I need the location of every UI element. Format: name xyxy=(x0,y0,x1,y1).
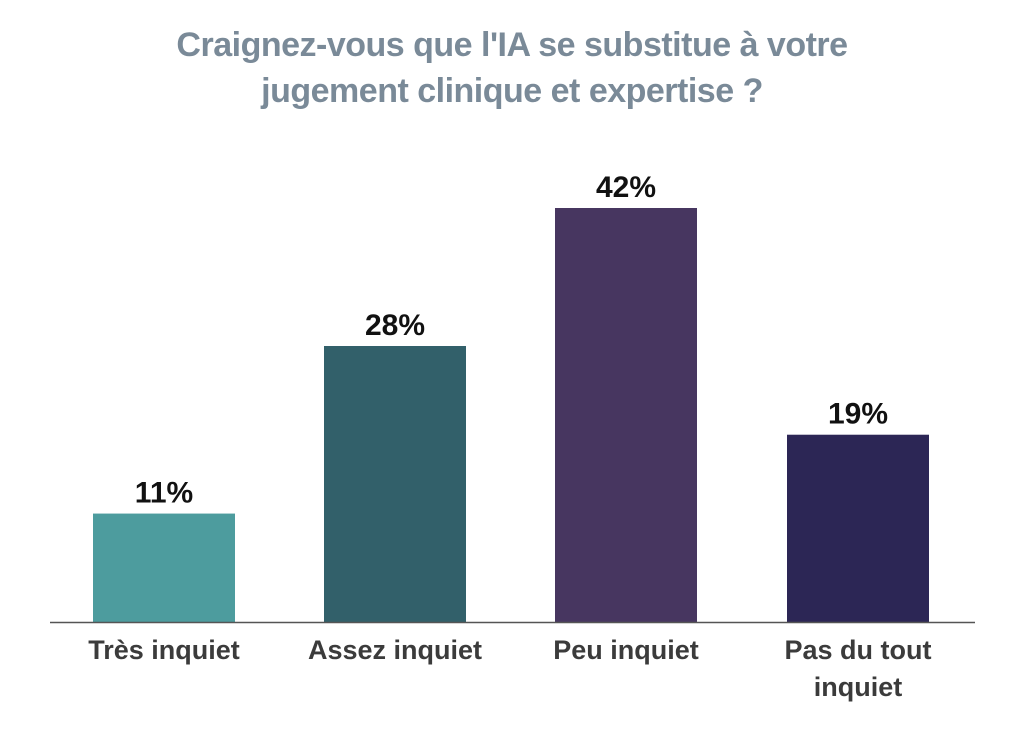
bar-2 xyxy=(324,346,466,622)
chart-title: Craignez-vous que l'IA se substitue à vo… xyxy=(0,22,1024,114)
value-label-2: 28% xyxy=(365,309,425,342)
category-label-2-line-1: Assez inquiet xyxy=(308,635,482,665)
value-label-3: 42% xyxy=(596,171,656,204)
category-label-3: Peu inquiet xyxy=(553,635,699,665)
category-label-2: Assez inquiet xyxy=(308,635,482,665)
category-label-4-line-1: Pas du tout xyxy=(785,635,932,665)
category-label-4: Pas du tout inquiet xyxy=(785,635,932,702)
category-label-3-line-1: Peu inquiet xyxy=(553,635,699,665)
value-label-1: 11% xyxy=(135,477,193,510)
category-label-4-line-2: inquiet xyxy=(814,672,903,702)
bar-4 xyxy=(787,434,929,622)
chart-title-line-1: Craignez-vous que l'IA se substitue à vo… xyxy=(176,26,848,64)
bar-3 xyxy=(555,208,697,622)
chart-title-line-2: jugement clinique et expertise ? xyxy=(261,72,763,110)
category-label-1-line-1: Très inquiet xyxy=(88,635,240,665)
value-label-4: 19% xyxy=(828,398,888,431)
bar-1 xyxy=(93,513,235,622)
category-label-1: Très inquiet xyxy=(88,635,240,665)
